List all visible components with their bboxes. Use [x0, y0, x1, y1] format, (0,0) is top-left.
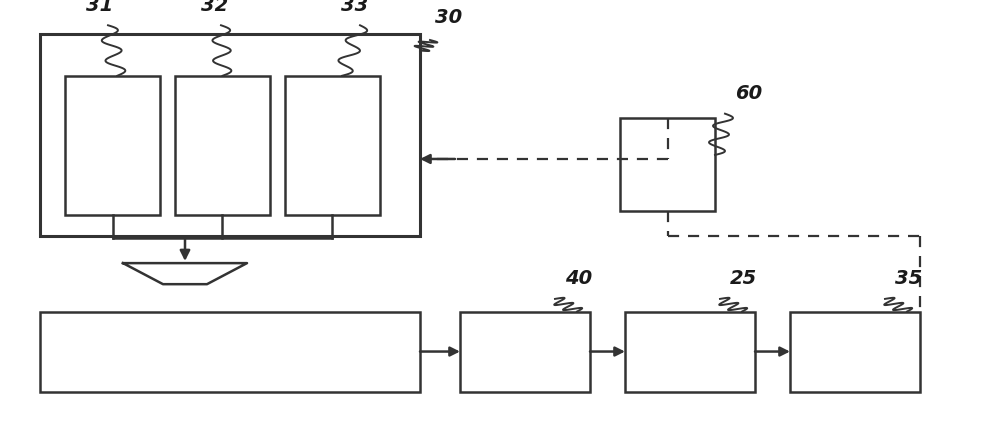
Text: 33: 33 [341, 0, 369, 15]
Text: 31: 31 [86, 0, 114, 15]
Bar [790, 312, 920, 392]
Text: 60: 60 [735, 84, 762, 103]
Bar [625, 312, 755, 392]
Text: 30: 30 [435, 8, 462, 27]
Bar [40, 312, 420, 392]
Bar [40, 34, 420, 236]
Bar [460, 312, 590, 392]
Text: 32: 32 [201, 0, 229, 15]
Bar [65, 76, 160, 215]
Bar [285, 76, 380, 215]
Text: 25: 25 [730, 269, 757, 288]
Bar [620, 118, 715, 210]
Bar [175, 76, 270, 215]
Text: 40: 40 [565, 269, 592, 288]
Text: 35: 35 [895, 269, 922, 288]
